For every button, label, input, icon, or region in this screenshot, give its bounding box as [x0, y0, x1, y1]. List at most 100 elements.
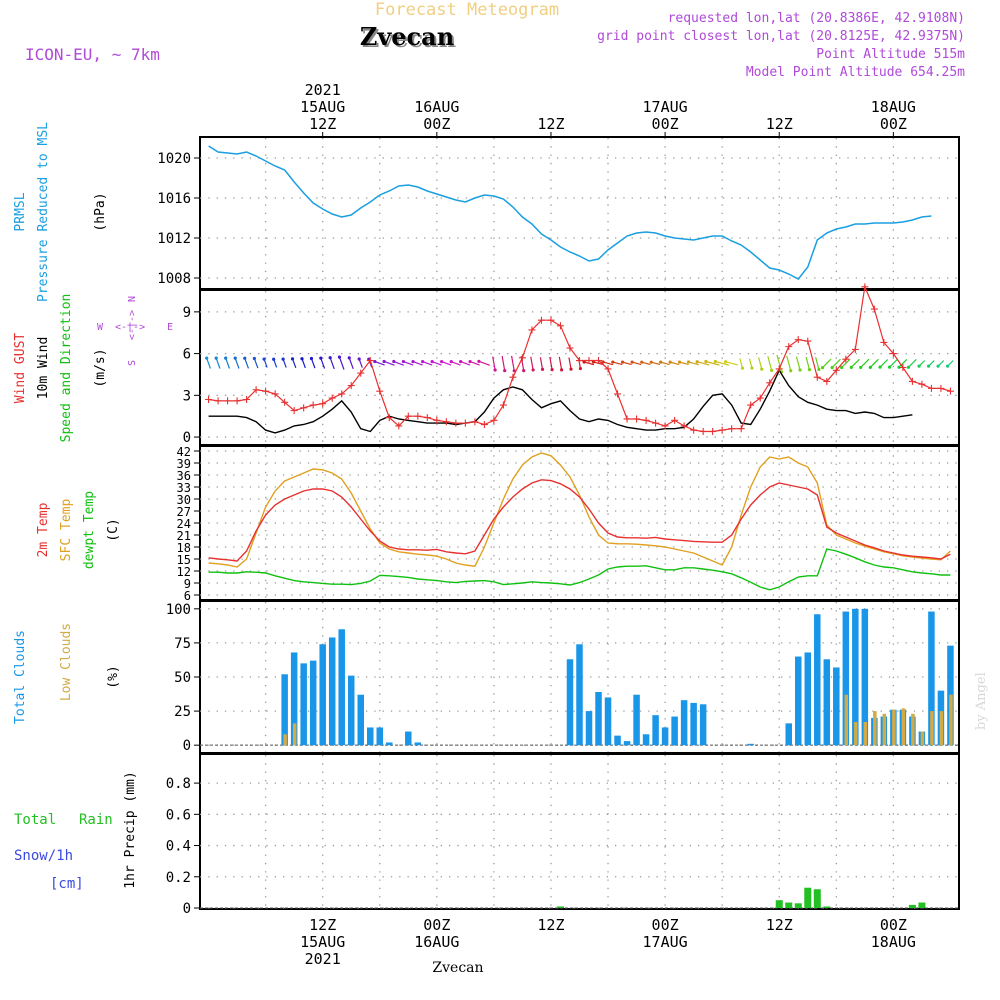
wind-direction-arrow	[530, 356, 534, 371]
y-tick-label: 9	[183, 305, 191, 321]
wind-direction-arrow	[422, 361, 433, 366]
rain-bar	[823, 906, 831, 908]
wind-gust-marker	[328, 394, 336, 402]
wind-arrow-head	[531, 368, 535, 372]
compass-south: S	[127, 360, 138, 366]
wind-gust-marker	[300, 404, 308, 412]
y-tick-labels: 1008101210161020036969121518212427303336…	[157, 151, 191, 917]
y-tick-label: 15	[177, 553, 191, 567]
y-tick-label: 75	[174, 636, 191, 652]
wind-gust-marker	[804, 337, 812, 345]
wind-arrow-head	[430, 360, 434, 364]
wind-direction-arrow	[383, 360, 395, 366]
wind-arrow-head	[789, 369, 793, 373]
bottom-time-label: 17AUG	[643, 933, 688, 951]
wind-direction-label: Speed and Direction	[59, 294, 74, 443]
wind-direction-arrow	[869, 358, 879, 368]
dewpt-temp-line	[208, 548, 951, 591]
y-tick-label: 25	[174, 704, 191, 720]
total-clouds-bar	[642, 734, 650, 746]
total-clouds-bar	[328, 637, 336, 746]
top-time-label: 12Z	[766, 115, 793, 133]
wind-direction-arrow	[558, 356, 563, 370]
temp-2m-label: 2m Temp	[36, 502, 51, 557]
wind-gust-marker	[899, 364, 907, 371]
location-title: Zvecan	[360, 22, 454, 51]
low-clouds-bar	[901, 708, 906, 746]
wind-direction-arrow	[244, 358, 250, 369]
wind-arrow-head	[601, 360, 605, 364]
wind-gust-marker	[547, 316, 555, 324]
watermark: by Angel	[974, 672, 989, 730]
model-label: ICON-EU, ~ 7km	[25, 45, 160, 64]
wind-arrow-head	[649, 360, 653, 364]
wind-direction-arrow	[805, 356, 811, 370]
precip-snow-label: Snow/1h	[14, 848, 73, 864]
y-tick-label: 1008	[157, 271, 191, 287]
wind-arrow-head	[750, 366, 754, 370]
wind-arrow-head	[686, 360, 691, 364]
wind-direction-arrow	[374, 360, 385, 366]
wind-gust-marker	[870, 305, 878, 313]
low-clouds-bar	[949, 694, 953, 746]
precip-total-label: Total	[14, 812, 56, 828]
wind-arrow-head	[740, 366, 745, 370]
wind-direction-arrow	[492, 356, 496, 371]
wind-gust-label: Wind GUST	[13, 333, 28, 404]
wind-gust-marker	[671, 416, 679, 424]
top-time-label: 17AUG	[643, 98, 688, 116]
wind-arrow-head	[262, 357, 266, 361]
wind-gust-marker	[680, 422, 688, 430]
wind-gust-marker	[842, 355, 850, 363]
wind-direction-arrow	[469, 361, 480, 366]
wind-gust-marker	[414, 412, 422, 420]
total-clouds-bar	[338, 629, 345, 746]
wind-gust-marker	[642, 416, 650, 424]
wind-gust-marker	[832, 366, 840, 374]
wind-arrow-head	[770, 368, 774, 372]
wind-direction-arrow	[511, 355, 515, 371]
wind-direction-arrow	[412, 361, 423, 366]
total-clouds-bar	[347, 675, 355, 746]
wind-direction-arrow	[898, 359, 908, 368]
wind-arrow-head	[560, 368, 564, 372]
wind-arrow-head	[243, 356, 247, 360]
grid-point-coords: grid point closest lon,lat (20.8125E, 42…	[597, 29, 965, 44]
wind-gust-marker	[528, 326, 536, 334]
top-time-label: 2021	[305, 81, 341, 99]
wind-gust-marker	[918, 380, 926, 388]
wind-gust-marker	[423, 414, 431, 422]
wind-arrow-head	[807, 368, 812, 372]
wind-gust-marker	[385, 414, 393, 422]
wind-gust-marker	[205, 395, 213, 403]
wind-gust-marker	[652, 419, 660, 427]
y-tick-label: 36	[177, 469, 191, 483]
wind-direction-arrow	[889, 359, 898, 368]
wind-direction-arrow	[612, 361, 623, 366]
bottom-time-label: 2021	[305, 950, 341, 968]
compass-west: W	[97, 322, 104, 333]
total-clouds-bar	[614, 735, 621, 746]
total-clouds-bar	[661, 727, 669, 746]
total-clouds-bar	[309, 660, 317, 746]
wind-gust-marker	[442, 418, 450, 426]
wind-gust-marker	[224, 397, 232, 405]
y-tick-label: 1012	[157, 231, 191, 247]
wind-gust-marker	[566, 344, 574, 352]
wind-gust-marker	[585, 357, 593, 365]
wind-arrow-head	[477, 359, 481, 363]
wind-direction-arrow	[431, 361, 442, 366]
pressure-unit: (hPa)	[93, 192, 108, 231]
wind-direction-arrow	[841, 358, 851, 368]
wind-arrow-head	[668, 360, 672, 364]
rain-bar	[775, 900, 783, 908]
y-tick-label: 100	[166, 602, 191, 618]
top-time-label: 12Z	[309, 115, 336, 133]
wind-arrow-head	[493, 368, 497, 372]
wind-arrow-head	[300, 357, 304, 361]
wind-direction-arrow	[320, 357, 326, 369]
wind-direction-arrow	[549, 356, 553, 370]
rain-bar	[556, 906, 564, 908]
total-clouds-bar	[652, 715, 659, 746]
wind-gust-marker	[595, 357, 603, 365]
